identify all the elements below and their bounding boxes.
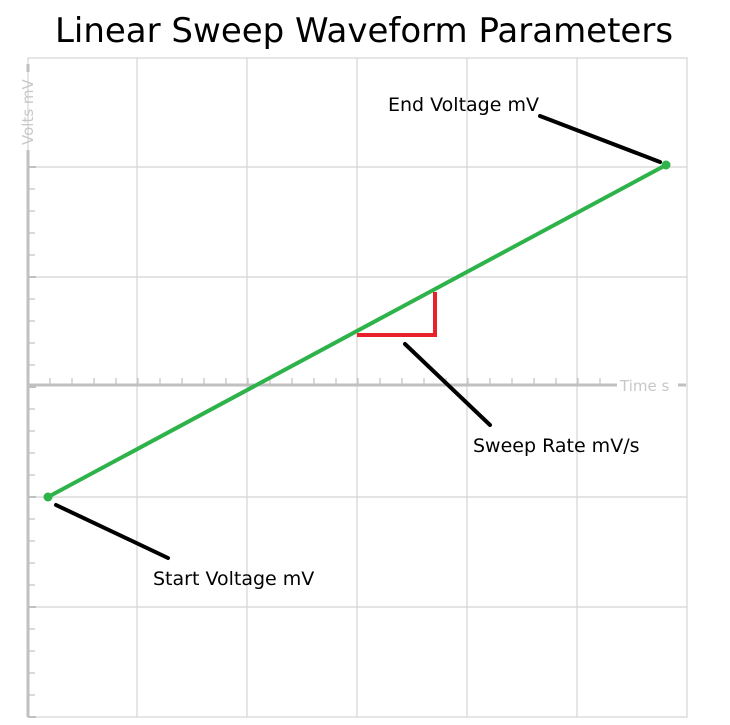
leader-lines [54, 114, 662, 560]
sweep-rate-leader [403, 342, 492, 427]
end-voltage-label: End Voltage mV [388, 94, 539, 116]
start-voltage-label: Start Voltage mV [153, 568, 314, 590]
x-axis-label: Time s [619, 377, 669, 395]
end-point-marker [661, 160, 671, 170]
sweep-line [46, 163, 668, 499]
y-axis-label: Volts mV [19, 78, 37, 145]
start-point-marker [43, 492, 53, 502]
grid [28, 58, 687, 717]
end-voltage-leader [538, 114, 662, 164]
slope-marker [357, 292, 437, 337]
diagram-title: Linear Sweep Waveform Parameters [55, 11, 673, 51]
sweep-rate-label: Sweep Rate mV/s [473, 435, 640, 457]
start-voltage-leader [54, 503, 170, 560]
y-axis-ticks [28, 166, 36, 718]
